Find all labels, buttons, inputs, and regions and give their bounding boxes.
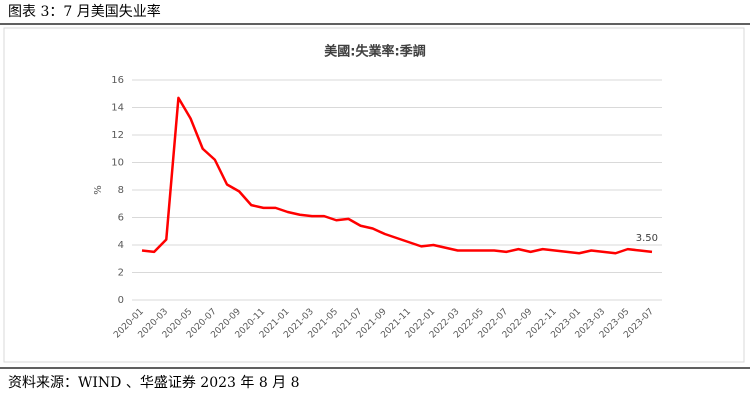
chart-title: 美國:失業率:季調 (324, 44, 425, 60)
y-tick-label: 2 (118, 268, 124, 279)
chart-frame (3, 27, 745, 363)
data-label: 3.50 (636, 233, 658, 244)
y-tick-label: 12 (111, 130, 124, 141)
y-tick-label: 0 (118, 295, 124, 306)
footer-source: 资料来源：WIND 、华盛证券 2023 年 8 月 8 (8, 375, 300, 391)
y-tick-label: 8 (118, 185, 124, 196)
y-tick-label: 10 (111, 158, 124, 169)
y-tick-label: 14 (111, 103, 124, 114)
line-series (141, 96, 653, 255)
header-title: 图表 3：7 月美国失业率 (8, 3, 161, 20)
y-tick-label: 6 (118, 213, 124, 224)
y-tick-label: 16 (111, 75, 124, 86)
y-axis-label: % (93, 185, 104, 195)
y-tick-label: 4 (118, 240, 124, 251)
